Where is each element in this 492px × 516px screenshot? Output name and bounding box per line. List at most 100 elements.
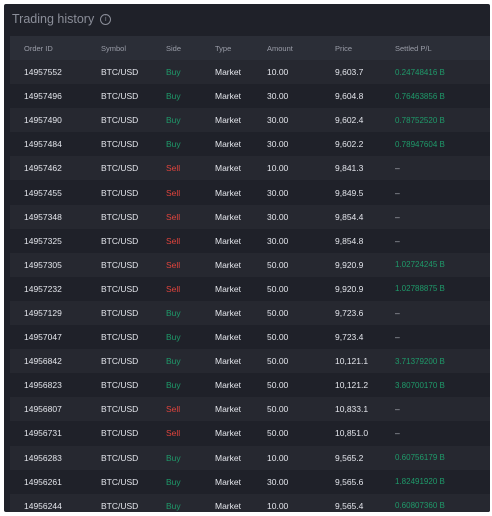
price-cell: 9,604.8: [335, 91, 364, 102]
side-cell: Buy: [166, 452, 181, 463]
order-id-cell: 14956731: [24, 428, 62, 439]
table-row[interactable]: 14956244 BTC/USD Buy Market 10.00 9,565.4 0.60…: [10, 493, 490, 512]
side-cell: Buy: [166, 307, 181, 318]
type-cell: Market: [215, 211, 241, 222]
table-row[interactable]: 14956283 BTC/USD Buy Market 10.00 9,565.2 0.60…: [10, 445, 490, 470]
price-cell: 10,833.1: [335, 404, 369, 415]
col-order-id[interactable]: Order ID: [24, 43, 53, 53]
order-id-cell: 14957047: [24, 332, 62, 343]
settled-pl-cell: 0.60756179 B: [395, 453, 445, 463]
trading-history-table: Order ID Symbol Side Type Amount Price S…: [10, 36, 490, 512]
amount-cell: 50.00: [267, 428, 289, 439]
price-cell: 9,723.6: [335, 307, 364, 318]
type-cell: Market: [215, 259, 241, 270]
amount-cell: 50.00: [267, 259, 289, 270]
table-row[interactable]: 14957305 BTC/USD Sell Market 50.00 9,920.9 1.0…: [10, 252, 490, 277]
type-cell: Market: [215, 67, 241, 78]
symbol-cell: BTC/USD: [101, 67, 139, 78]
symbol-cell: BTC/USD: [101, 235, 139, 246]
amount-cell: 30.00: [267, 115, 289, 126]
settled-pl-cell: 0.76463856 B: [395, 91, 445, 101]
table-row[interactable]: 14957455 BTC/USD Sell Market 30.00 9,849.5 –: [10, 180, 490, 205]
settled-pl-cell: 1.02724245 B: [395, 260, 445, 270]
type-cell: Market: [215, 163, 241, 174]
table-row[interactable]: 14956842 BTC/USD Buy Market 50.00 10,121.1 3.7…: [10, 349, 490, 374]
side-cell: Sell: [166, 187, 181, 198]
amount-cell: 50.00: [267, 380, 289, 391]
symbol-cell: BTC/USD: [101, 452, 139, 463]
side-cell: Sell: [166, 404, 181, 415]
table-row[interactable]: 14957490 BTC/USD Buy Market 30.00 9,602.4 0.78…: [10, 108, 490, 133]
type-cell: Market: [215, 283, 241, 294]
table-row[interactable]: 14957325 BTC/USD Sell Market 30.00 9,854.8 –: [10, 228, 490, 253]
symbol-cell: BTC/USD: [101, 332, 139, 343]
symbol-cell: BTC/USD: [101, 115, 139, 126]
settled-pl-cell: 0.24748416 B: [395, 67, 445, 77]
amount-cell: 10.00: [267, 67, 289, 78]
info-icon[interactable]: i: [100, 13, 112, 25]
type-cell: Market: [215, 380, 241, 391]
side-cell: Buy: [166, 476, 181, 487]
table-row[interactable]: 14957462 BTC/USD Sell Market 10.00 9,841.3 –: [10, 156, 490, 181]
side-cell: Sell: [166, 283, 181, 294]
order-id-cell: 14957490: [24, 115, 62, 126]
table-row[interactable]: 14956261 BTC/USD Buy Market 30.00 9,565.6 1.82…: [10, 469, 490, 494]
settled-pl-cell: 3.80700170 B: [395, 380, 445, 390]
price-cell: 10,121.1: [335, 356, 369, 367]
price-cell: 9,723.4: [335, 332, 364, 343]
col-type[interactable]: Type: [215, 43, 232, 53]
table-row[interactable]: 14957552 BTC/USD Buy Market 10.00 9,603.7 0.24…: [10, 60, 490, 85]
order-id-cell: 14956807: [24, 404, 62, 415]
symbol-cell: BTC/USD: [101, 500, 139, 511]
table-row[interactable]: 14957348 BTC/USD Sell Market 30.00 9,854.4 –: [10, 204, 490, 229]
amount-cell: 30.00: [267, 211, 289, 222]
col-symbol[interactable]: Symbol: [101, 43, 127, 53]
price-cell: 9,920.9: [335, 259, 364, 270]
col-amount[interactable]: Amount: [267, 43, 293, 53]
table-row[interactable]: 14956807 BTC/USD Sell Market 50.00 10,833.1 –: [10, 397, 490, 422]
price-cell: 9,849.5: [335, 187, 364, 198]
side-cell: Sell: [166, 211, 181, 222]
price-cell: 9,602.2: [335, 139, 364, 150]
table-row[interactable]: 14957232 BTC/USD Sell Market 50.00 9,920.9 1.0…: [10, 276, 490, 301]
order-id-cell: 14957129: [24, 307, 62, 318]
order-id-cell: 14957305: [24, 259, 62, 270]
settled-pl-cell: –: [395, 163, 400, 174]
amount-cell: 50.00: [267, 404, 289, 415]
price-cell: 10,121.2: [335, 380, 369, 391]
price-cell: 10,851.0: [335, 428, 369, 439]
amount-cell: 10.00: [267, 452, 289, 463]
price-cell: 9,854.8: [335, 235, 364, 246]
symbol-cell: BTC/USD: [101, 211, 139, 222]
table-row[interactable]: 14956823 BTC/USD Buy Market 50.00 10,121.2 3.8…: [10, 373, 490, 398]
symbol-cell: BTC/USD: [101, 356, 139, 367]
table-row[interactable]: 14957484 BTC/USD Buy Market 30.00 9,602.2 0.78…: [10, 132, 490, 157]
table-row[interactable]: 14957129 BTC/USD Buy Market 50.00 9,723.6 –: [10, 300, 490, 326]
col-price[interactable]: Price: [335, 43, 353, 53]
amount-cell: 50.00: [267, 332, 289, 343]
symbol-cell: BTC/USD: [101, 139, 139, 150]
amount-cell: 50.00: [267, 283, 289, 294]
order-id-cell: 14957552: [24, 67, 62, 78]
table-row[interactable]: 14957047 BTC/USD Buy Market 50.00 9,723.4 –: [10, 325, 490, 350]
settled-pl-cell: –: [395, 332, 400, 343]
type-cell: Market: [215, 404, 241, 415]
amount-cell: 10.00: [267, 500, 289, 511]
price-cell: 9,920.9: [335, 283, 364, 294]
settled-pl-cell: 3.71379200 B: [395, 356, 445, 366]
order-id-cell: 14957462: [24, 163, 62, 174]
price-cell: 9,841.3: [335, 163, 364, 174]
amount-cell: 30.00: [267, 91, 289, 102]
settled-pl-cell: 0.60807360 B: [395, 501, 445, 511]
type-cell: Market: [215, 428, 241, 439]
price-cell: 9,602.4: [335, 115, 364, 126]
amount-cell: 30.00: [267, 187, 289, 198]
col-side[interactable]: Side: [166, 43, 182, 53]
col-settled-pl[interactable]: Settled P/L: [395, 43, 432, 53]
symbol-cell: BTC/USD: [101, 259, 139, 270]
settled-pl-cell: –: [395, 428, 400, 439]
table-row[interactable]: 14956731 BTC/USD Sell Market 50.00 10,851.0 –: [10, 421, 490, 446]
table-row[interactable]: 14957496 BTC/USD Buy Market 30.00 9,604.8 0.76…: [10, 84, 490, 109]
symbol-cell: BTC/USD: [101, 404, 139, 415]
settled-pl-cell: 1.02788875 B: [395, 284, 445, 294]
